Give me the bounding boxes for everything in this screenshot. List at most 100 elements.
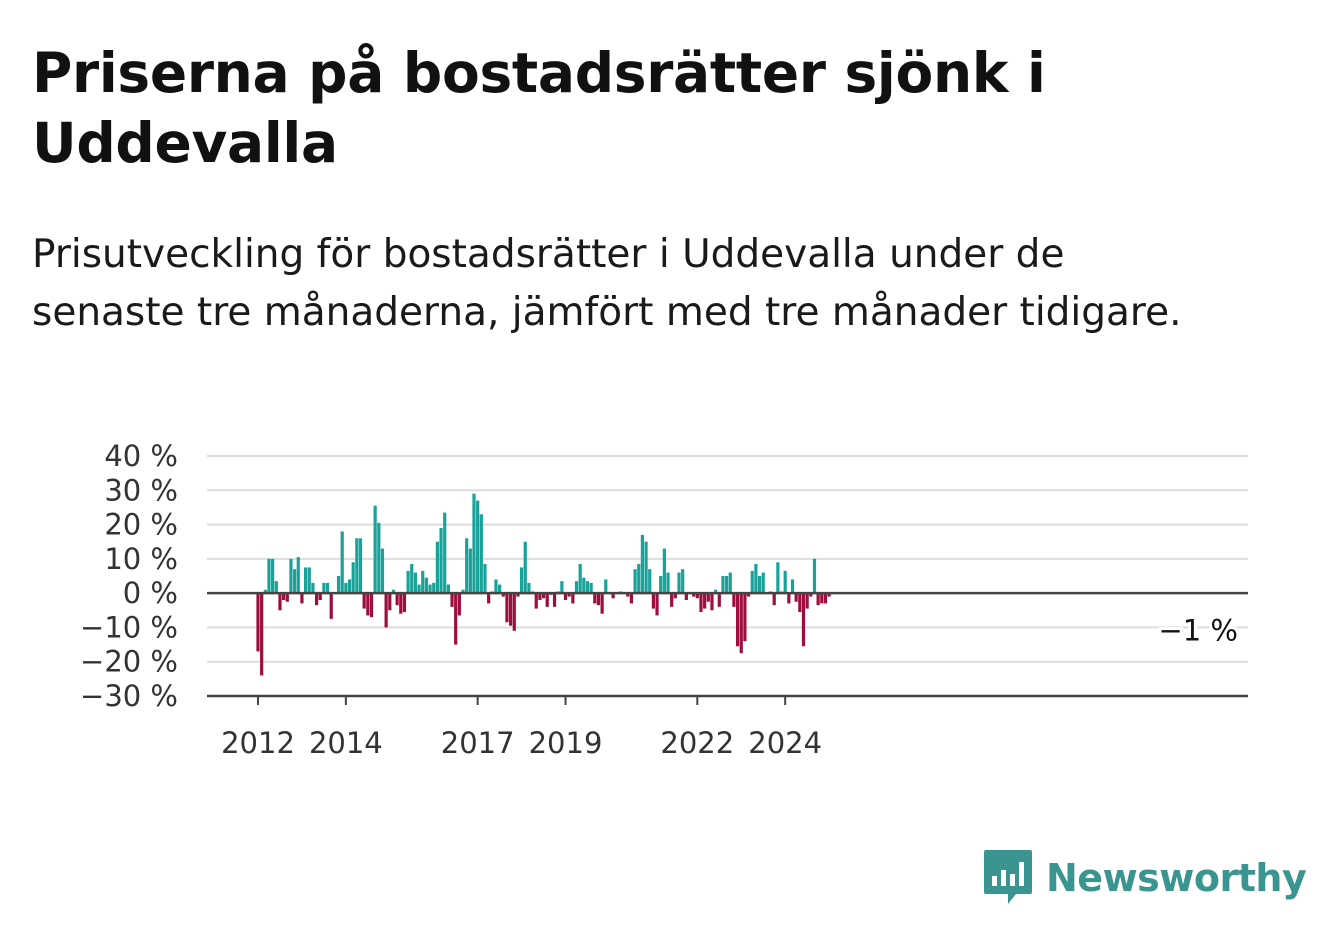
bar <box>271 558 275 594</box>
bar <box>329 593 333 619</box>
bar <box>560 581 564 594</box>
bar <box>454 593 458 645</box>
x-tick-label: 2024 <box>748 726 822 760</box>
bar <box>820 593 824 604</box>
bar <box>293 569 297 594</box>
bar <box>706 593 710 602</box>
bars <box>256 493 831 676</box>
bar <box>812 558 817 594</box>
bar <box>677 572 681 594</box>
bar <box>509 593 513 626</box>
bar <box>801 593 806 647</box>
y-tick-label: 0 % <box>123 576 178 610</box>
bar <box>472 493 476 594</box>
bar <box>710 593 714 611</box>
bar <box>417 584 421 594</box>
bar <box>684 593 688 600</box>
bar <box>443 512 447 594</box>
bar <box>574 581 579 594</box>
bar <box>739 593 743 654</box>
bar <box>450 593 454 607</box>
bar <box>311 582 315 594</box>
bar <box>787 593 791 604</box>
bar <box>377 522 381 594</box>
bar <box>695 593 699 599</box>
x-tick-label: 2017 <box>441 726 515 760</box>
bar <box>278 593 282 611</box>
bar <box>494 579 498 594</box>
brand-name: Newsworthy <box>1046 856 1307 900</box>
bar <box>406 570 410 594</box>
bar <box>296 557 300 594</box>
bar <box>336 576 341 594</box>
bar <box>380 548 385 594</box>
bar <box>545 593 549 607</box>
last-value-label: −1 % <box>1158 614 1238 648</box>
bar <box>468 548 472 594</box>
bar <box>399 593 403 614</box>
bar <box>300 593 304 604</box>
bar <box>798 593 802 612</box>
bar <box>538 593 542 600</box>
bar <box>725 576 729 594</box>
bar <box>783 570 787 594</box>
bar <box>344 582 348 594</box>
bar <box>794 593 798 602</box>
y-tick-label: −10 % <box>80 610 178 644</box>
bar <box>805 593 809 609</box>
bar <box>699 593 703 612</box>
bar <box>347 579 352 594</box>
bar <box>439 528 443 594</box>
bar <box>659 576 663 594</box>
newsworthy-logo-icon <box>984 850 1032 904</box>
bar <box>388 593 392 611</box>
bar <box>541 593 546 599</box>
bar <box>307 567 311 594</box>
bar <box>476 500 480 594</box>
y-tick-label: 40 % <box>104 439 178 473</box>
bar <box>567 593 571 597</box>
bar <box>600 593 604 614</box>
bar <box>662 548 666 594</box>
bar <box>498 584 502 594</box>
bar <box>552 593 557 607</box>
bar <box>670 593 674 607</box>
bar <box>527 582 531 594</box>
bar <box>519 567 524 594</box>
bar <box>256 593 260 652</box>
bar <box>373 505 377 594</box>
bar <box>303 567 308 594</box>
bar <box>274 581 278 594</box>
bar <box>816 593 820 606</box>
bar <box>322 582 326 594</box>
bar <box>637 564 641 594</box>
bar <box>534 593 538 609</box>
bar <box>743 593 747 642</box>
y-tick-label: −20 % <box>80 645 178 679</box>
bar <box>487 593 491 604</box>
y-tick-label: −30 % <box>80 679 178 713</box>
bar <box>267 558 271 594</box>
bar <box>582 577 586 594</box>
bar <box>366 593 370 616</box>
bar <box>772 593 776 606</box>
bar <box>516 593 520 597</box>
x-tick-label: 2019 <box>529 726 603 760</box>
axes <box>207 591 1248 698</box>
bar <box>457 593 461 616</box>
bar <box>358 538 363 594</box>
bar <box>285 593 289 602</box>
bar <box>424 577 429 594</box>
bar <box>809 593 813 597</box>
bar <box>391 589 396 594</box>
bar <box>721 576 725 594</box>
x-axis-labels: 2012 2014 2017 2019 2022 2024 <box>221 696 822 760</box>
bar <box>512 593 516 631</box>
bar <box>563 593 568 600</box>
bar <box>413 572 418 594</box>
bar <box>757 576 762 594</box>
bar <box>681 569 685 594</box>
y-axis-labels: 40 %30 %20 %10 %0 %−10 %−20 %−30 % <box>80 439 178 713</box>
y-tick-label: 20 % <box>104 508 178 542</box>
bar <box>432 582 436 594</box>
